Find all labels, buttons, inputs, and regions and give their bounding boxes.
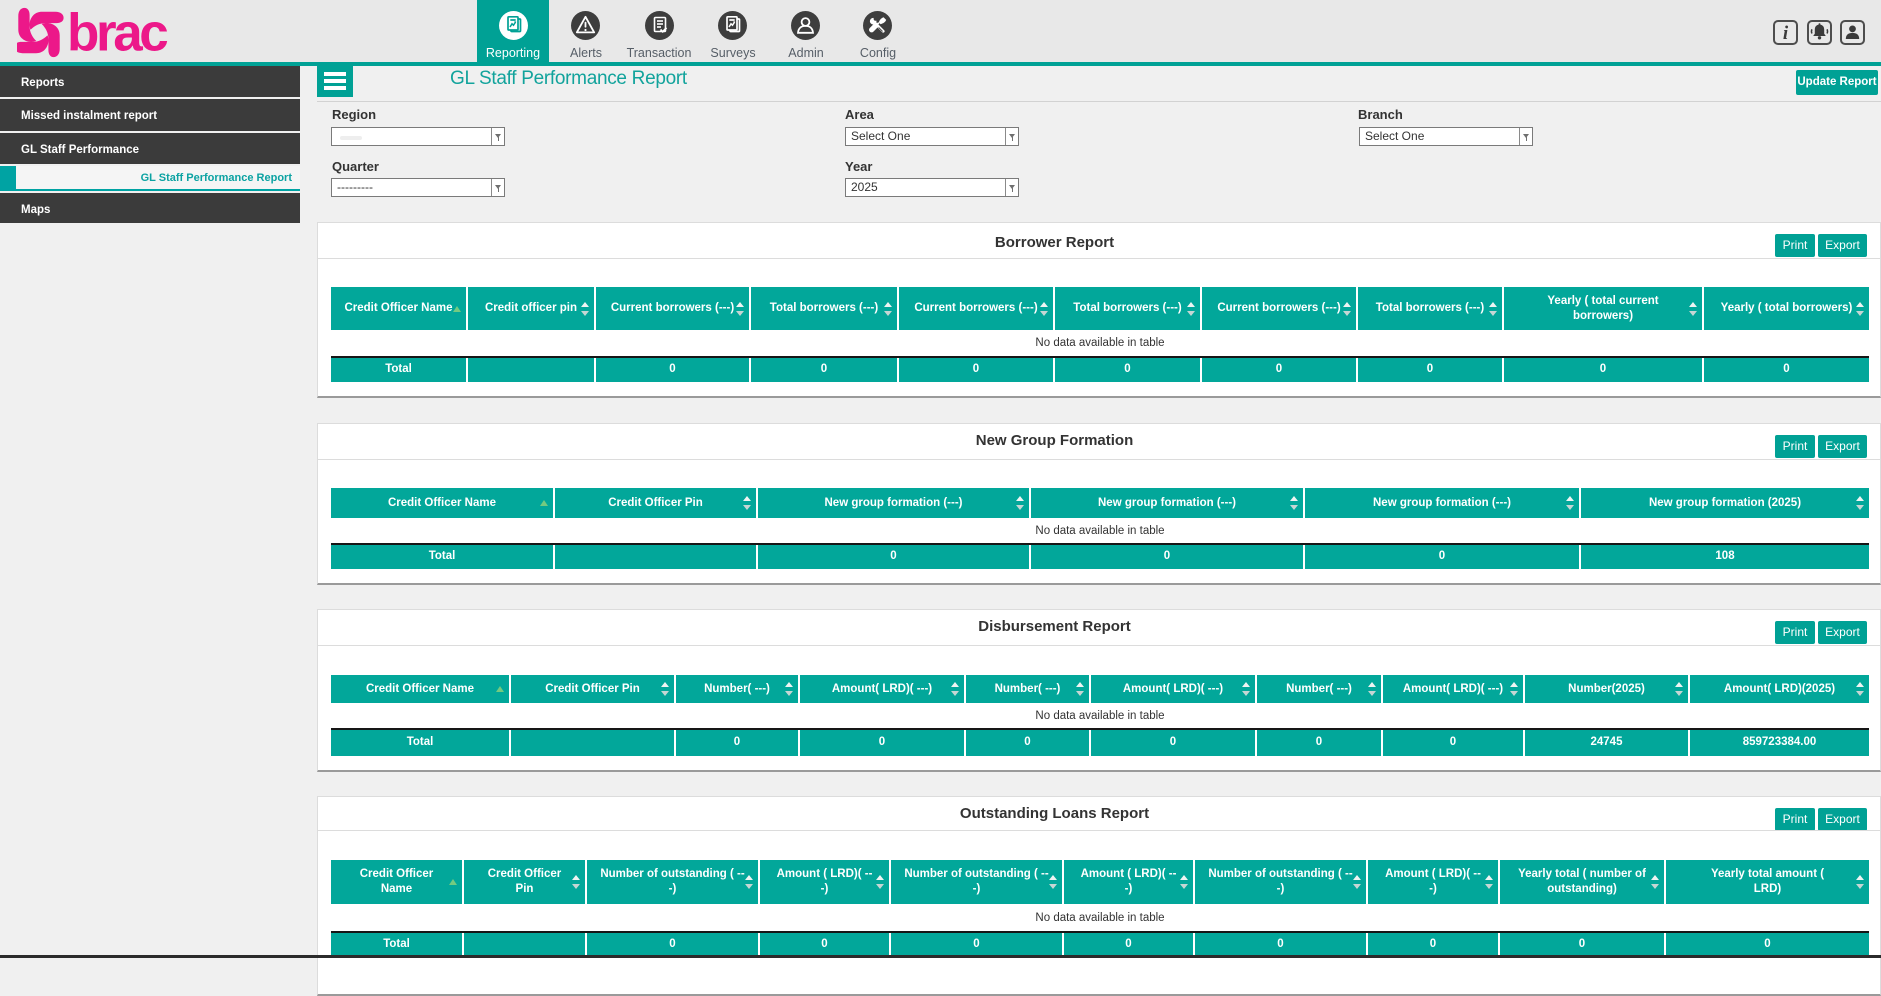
svg-text:brac: brac [67, 6, 167, 60]
